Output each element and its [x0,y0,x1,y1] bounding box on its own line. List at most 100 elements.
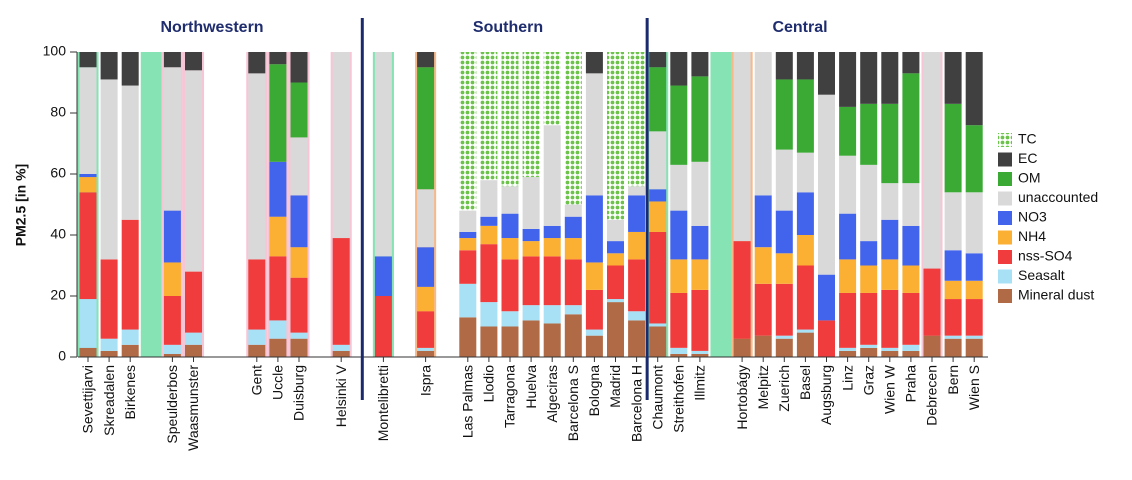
bar-segment [374,52,392,257]
bar-segment [881,219,899,260]
legend-label: NH4 [1018,228,1046,244]
bar-segment [628,231,646,260]
bar-segment [902,265,920,293]
x-tick-label: Helsinki V [333,364,349,427]
bar-segment [818,94,835,275]
bar-segment [775,210,793,254]
bar-segment [501,186,519,214]
bar-segment [163,344,181,354]
legend-swatch [998,230,1012,245]
bar-segment [691,225,709,260]
bar-segment [860,292,878,345]
bar-segment [860,347,878,357]
bar-segment [585,289,603,330]
bar-segment [839,52,857,107]
x-tick-label: Algeciras [544,365,560,423]
bar-segment [459,52,477,211]
bar-segment [796,192,814,235]
bar-segment [564,238,582,260]
legend-swatch [998,250,1012,264]
bar-segment [818,274,835,321]
x-tick-label: Bern [945,365,961,395]
bar-segment [607,241,624,254]
bar-segment [121,329,139,345]
bar-segment [839,106,857,156]
bar-segment [902,183,920,226]
bar-segment [417,350,435,357]
bar-segment [881,347,899,351]
bar-segment [543,256,561,306]
bar-segment [670,85,688,165]
bar-segment [733,241,751,339]
bar-segment [269,338,287,357]
bar-segment [501,311,519,327]
bar-segment [839,292,857,348]
bar-segment [290,338,308,357]
bar-segment [459,238,477,251]
x-tick-label: Illmitz [692,365,708,401]
bar-segment [607,52,624,220]
bar-segment [881,183,899,220]
bar-segment [649,131,667,190]
bar-segment [185,332,202,345]
bar-segment [965,192,983,254]
bar-segment [628,52,646,187]
bar-segment [670,347,688,354]
x-tick-label: Barcelona H [628,365,644,442]
bar-segment [775,253,793,284]
bar-segment [522,320,540,357]
bar-segment [290,137,308,196]
bar-segment [923,52,941,269]
bar-segment [585,335,603,357]
bar-segment [754,52,772,196]
bar-segment [332,238,350,345]
bar-segment [670,210,688,260]
bar-segment [522,241,540,257]
bar-segment [902,52,920,74]
bar-segment [796,332,814,357]
bar-segment [670,353,688,357]
bar-segment [480,326,498,357]
bar-segment [501,238,519,260]
bar-segment [839,213,857,260]
bar-segment [965,125,983,193]
bar-segment [185,70,202,272]
x-tick-label: Wien W [882,364,898,414]
legend-label: NO3 [1018,209,1047,225]
bar-segment [775,338,793,357]
bar-segment [691,161,709,226]
bar-segment [670,164,688,211]
bar-segment [290,52,308,83]
bar-segment [79,177,97,193]
bar-segment [649,231,667,324]
bar-segment [564,204,582,217]
bar-segment [290,195,308,248]
x-tick-label: Speulderbos [164,365,180,444]
bar-segment [796,79,814,153]
x-tick-label: Ispra [417,365,433,396]
bar-segment [269,216,287,257]
bar-segment [649,52,667,68]
bar-segment [796,152,814,193]
bar-segment [79,299,97,348]
bar-segment [775,79,793,150]
bar-segment [564,216,582,239]
bar-segment [649,67,667,132]
bar-segment [754,247,772,284]
bar-segment [79,174,97,178]
bar-segment [543,323,561,357]
x-tick-label: Chaumont [649,365,665,430]
bar-segment [965,338,983,357]
bar-segment [733,52,751,242]
bar-segment [543,52,561,126]
bar-segment [944,338,962,357]
y-tick-label: 0 [58,348,66,364]
bar-segment [290,277,308,333]
bar-segment [564,259,582,306]
bar-segment [670,52,688,86]
bar-segment [100,350,118,357]
bar-segment [691,350,709,354]
bar-segment [121,344,139,357]
bar-segment [607,302,624,357]
bar-segment [417,347,435,351]
